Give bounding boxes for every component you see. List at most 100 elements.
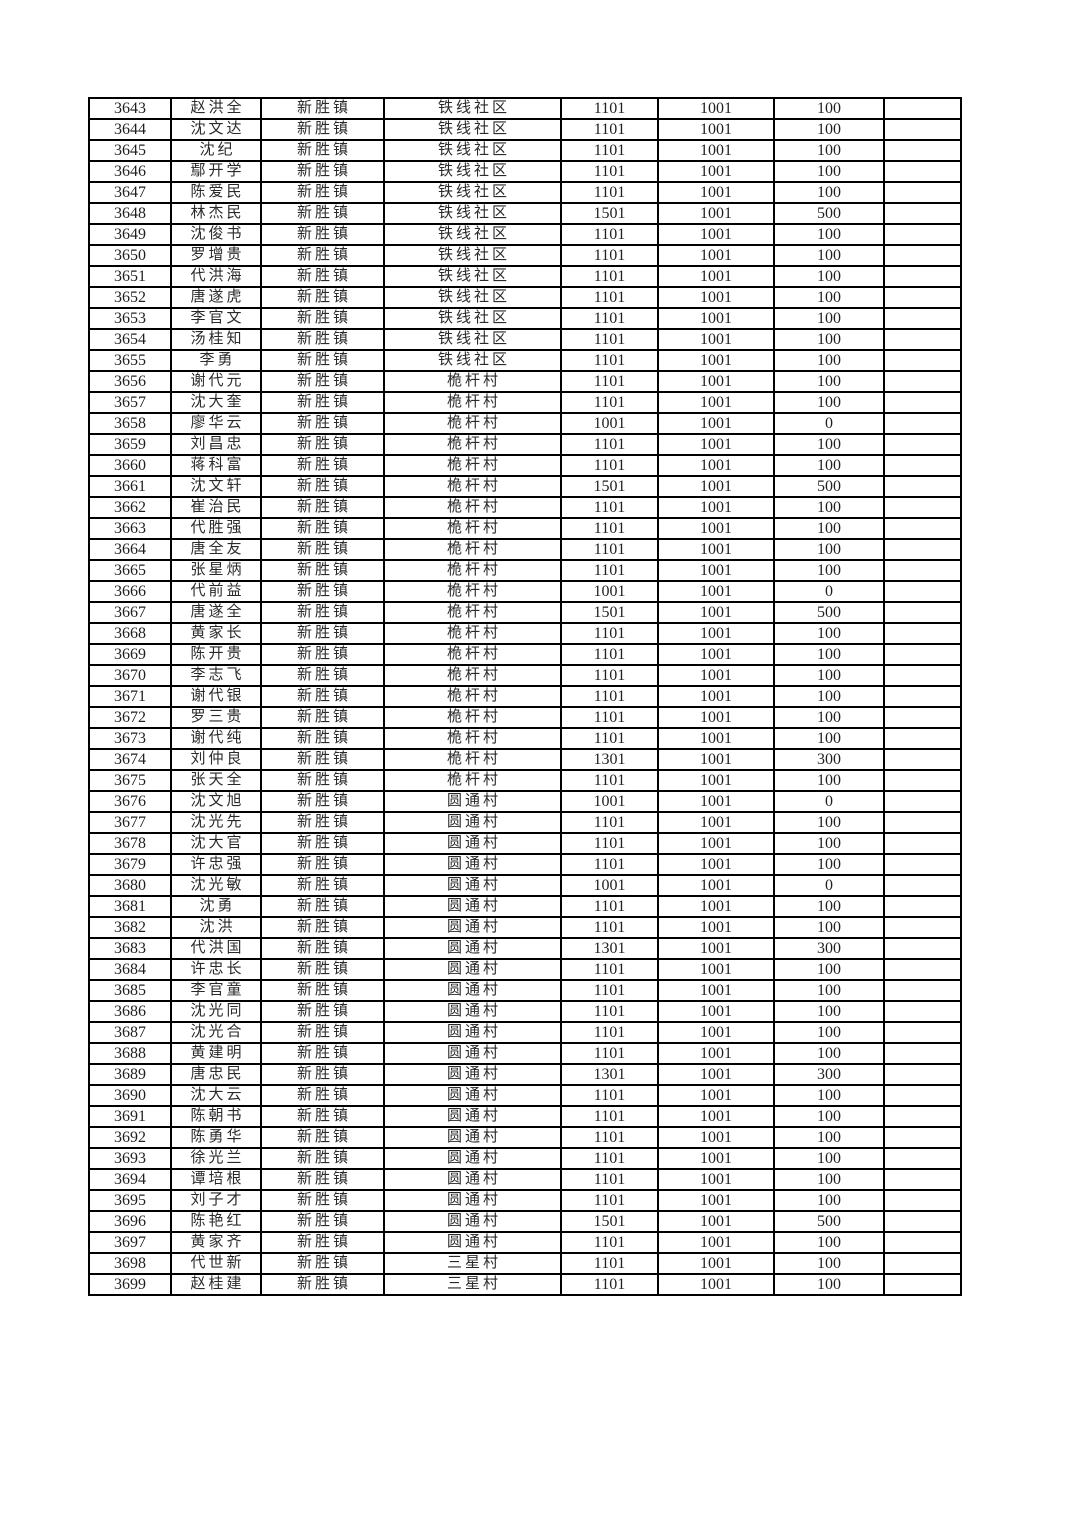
table-row: 3651 代洪海 新胜镇 铁线社区 1101 1001 100 <box>88 265 962 288</box>
amount-base-cell: 1001 <box>657 790 775 813</box>
empty-cell <box>883 706 962 729</box>
amount-total-cell: 1101 <box>560 517 659 540</box>
person-name-cell: 汤桂知 <box>170 328 262 351</box>
amount-total-cell: 1101 <box>560 391 659 414</box>
amount-extra-cell: 100 <box>773 811 885 834</box>
empty-cell <box>883 1126 962 1149</box>
amount-base-cell: 1001 <box>657 1210 775 1233</box>
village-cell: 桅杆村 <box>383 727 562 750</box>
town-cell: 新胜镇 <box>260 286 385 309</box>
person-name-cell: 鄢开学 <box>170 160 262 183</box>
person-name-cell: 唐遂全 <box>170 601 262 624</box>
village-cell: 圆通村 <box>383 1189 562 1212</box>
serial-number-cell: 3650 <box>88 244 172 267</box>
serial-number-cell: 3674 <box>88 748 172 771</box>
serial-number-cell: 3653 <box>88 307 172 330</box>
empty-cell <box>883 286 962 309</box>
amount-base-cell: 1001 <box>657 517 775 540</box>
amount-extra-cell: 100 <box>773 118 885 141</box>
person-name-cell: 黄家长 <box>170 622 262 645</box>
town-cell: 新胜镇 <box>260 97 385 120</box>
town-cell: 新胜镇 <box>260 1147 385 1170</box>
person-name-cell: 代洪国 <box>170 937 262 960</box>
amount-total-cell: 1101 <box>560 853 659 876</box>
serial-number-cell: 3666 <box>88 580 172 603</box>
serial-number-cell: 3690 <box>88 1084 172 1107</box>
empty-cell <box>883 979 962 1002</box>
village-cell: 三星村 <box>383 1273 562 1296</box>
table-row: 3669 陈开贵 新胜镇 桅杆村 1101 1001 100 <box>88 643 962 666</box>
village-cell: 铁线社区 <box>383 139 562 162</box>
serial-number-cell: 3648 <box>88 202 172 225</box>
amount-extra-cell: 100 <box>773 958 885 981</box>
table-row: 3668 黄家长 新胜镇 桅杆村 1101 1001 100 <box>88 622 962 645</box>
table-row: 3647 陈爱民 新胜镇 铁线社区 1101 1001 100 <box>88 181 962 204</box>
empty-cell <box>883 454 962 477</box>
amount-base-cell: 1001 <box>657 559 775 582</box>
town-cell: 新胜镇 <box>260 1168 385 1191</box>
serial-number-cell: 3661 <box>88 475 172 498</box>
person-name-cell: 沈文轩 <box>170 475 262 498</box>
amount-base-cell: 1001 <box>657 391 775 414</box>
town-cell: 新胜镇 <box>260 538 385 561</box>
amount-base-cell: 1001 <box>657 1063 775 1086</box>
village-cell: 桅杆村 <box>383 496 562 519</box>
amount-total-cell: 1101 <box>560 328 659 351</box>
amount-total-cell: 1101 <box>560 769 659 792</box>
amount-extra-cell: 100 <box>773 895 885 918</box>
amount-total-cell: 1001 <box>560 790 659 813</box>
amount-extra-cell: 100 <box>773 559 885 582</box>
village-cell: 圆通村 <box>383 958 562 981</box>
table-row: 3670 李志飞 新胜镇 桅杆村 1101 1001 100 <box>88 664 962 687</box>
empty-cell <box>883 160 962 183</box>
amount-extra-cell: 100 <box>773 223 885 246</box>
serial-number-cell: 3670 <box>88 664 172 687</box>
amount-extra-cell: 100 <box>773 1021 885 1044</box>
serial-number-cell: 3660 <box>88 454 172 477</box>
empty-cell <box>883 412 962 435</box>
table-row: 3662 崔治民 新胜镇 桅杆村 1101 1001 100 <box>88 496 962 519</box>
records-table-body: 3643 赵洪全 新胜镇 铁线社区 1101 1001 100 3644 沈文达 新胜镇 铁线社区 1… <box>88 97 962 1296</box>
person-name-cell: 林杰民 <box>170 202 262 225</box>
town-cell: 新胜镇 <box>260 706 385 729</box>
amount-base-cell: 1001 <box>657 916 775 939</box>
person-name-cell: 张天全 <box>170 769 262 792</box>
amount-base-cell: 1001 <box>657 202 775 225</box>
table-row: 3687 沈光合 新胜镇 圆通村 1101 1001 100 <box>88 1021 962 1044</box>
serial-number-cell: 3658 <box>88 412 172 435</box>
amount-extra-cell: 100 <box>773 1231 885 1254</box>
empty-cell <box>883 1042 962 1065</box>
serial-number-cell: 3645 <box>88 139 172 162</box>
amount-total-cell: 1101 <box>560 1084 659 1107</box>
amount-total-cell: 1001 <box>560 874 659 897</box>
amount-total-cell: 1501 <box>560 202 659 225</box>
person-name-cell: 廖华云 <box>170 412 262 435</box>
amount-total-cell: 1101 <box>560 370 659 393</box>
table-row: 3676 沈文旭 新胜镇 圆通村 1001 1001 0 <box>88 790 962 813</box>
person-name-cell: 沈文旭 <box>170 790 262 813</box>
amount-total-cell: 1101 <box>560 685 659 708</box>
amount-total-cell: 1101 <box>560 181 659 204</box>
village-cell: 桅杆村 <box>383 412 562 435</box>
amount-base-cell: 1001 <box>657 748 775 771</box>
amount-total-cell: 1101 <box>560 664 659 687</box>
amount-base-cell: 1001 <box>657 1273 775 1296</box>
amount-total-cell: 1101 <box>560 496 659 519</box>
amount-total-cell: 1101 <box>560 1042 659 1065</box>
amount-base-cell: 1001 <box>657 223 775 246</box>
amount-base-cell: 1001 <box>657 97 775 120</box>
amount-base-cell: 1001 <box>657 244 775 267</box>
town-cell: 新胜镇 <box>260 1042 385 1065</box>
empty-cell <box>883 1189 962 1212</box>
amount-extra-cell: 100 <box>773 643 885 666</box>
empty-cell <box>883 601 962 624</box>
person-name-cell: 沈勇 <box>170 895 262 918</box>
empty-cell <box>883 1252 962 1275</box>
amount-extra-cell: 100 <box>773 1189 885 1212</box>
empty-cell <box>883 181 962 204</box>
amount-total-cell: 1101 <box>560 706 659 729</box>
serial-number-cell: 3655 <box>88 349 172 372</box>
serial-number-cell: 3668 <box>88 622 172 645</box>
table-row: 3684 许忠长 新胜镇 圆通村 1101 1001 100 <box>88 958 962 981</box>
